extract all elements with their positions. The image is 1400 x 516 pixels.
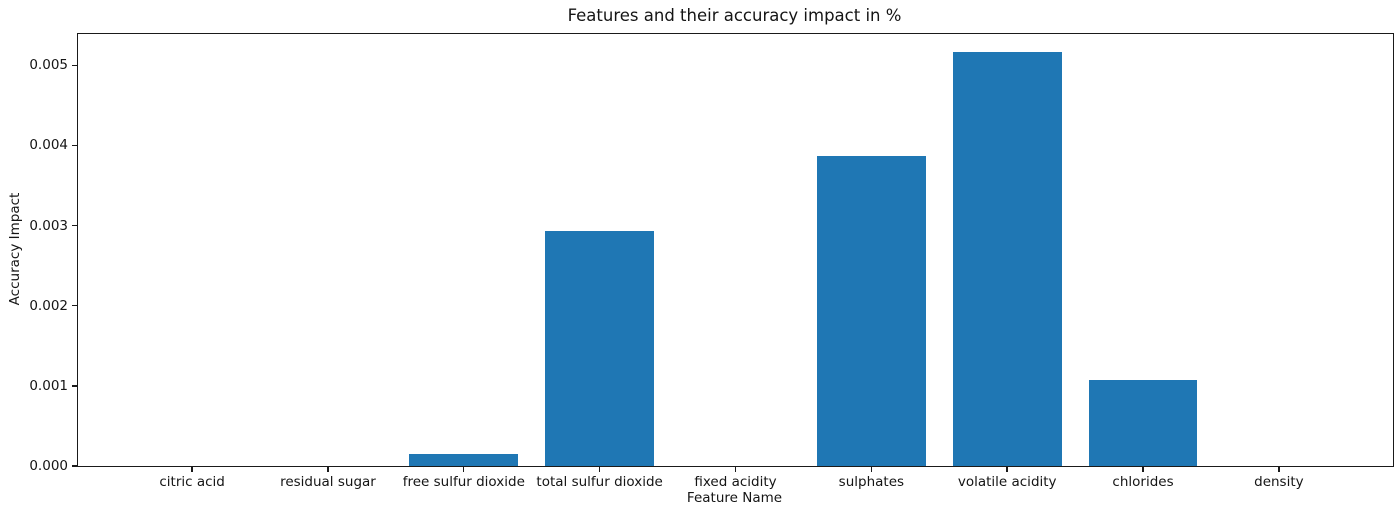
x-tick-label: total sulfur dioxide bbox=[536, 474, 663, 490]
x-tick-label: residual sugar bbox=[280, 474, 376, 490]
plot-area: 0.000 0.001 0.002 0.003 0.004 0.005 citric aci… bbox=[29, 33, 1394, 490]
x-tick-label: sulphates bbox=[838, 474, 905, 490]
y-tick-label: 0.001 bbox=[29, 377, 68, 394]
x-tick-label: free sulfur dioxide bbox=[402, 474, 525, 490]
x-tick-label: fixed acidity bbox=[694, 474, 777, 490]
y-tick-mark bbox=[72, 144, 77, 147]
y-tick-label: 0.005 bbox=[29, 57, 68, 74]
x-tick-mark bbox=[1006, 467, 1008, 472]
bar bbox=[817, 155, 926, 466]
x-tick-mark bbox=[870, 467, 873, 472]
y-tick-label: 0.003 bbox=[29, 217, 68, 234]
x-tick-mark bbox=[327, 467, 329, 472]
x-tick-label: density bbox=[1254, 474, 1304, 490]
chart-title: Features and their accuracy impact in % bbox=[567, 6, 902, 25]
bar bbox=[1088, 380, 1198, 466]
bar bbox=[409, 453, 519, 466]
y-tick-mark bbox=[72, 385, 77, 387]
x-tick-label: citric acid bbox=[159, 474, 225, 490]
x-tick-mark bbox=[598, 467, 601, 472]
x-tick-mark bbox=[1142, 467, 1144, 472]
bar bbox=[545, 231, 654, 466]
y-tick-label: 0.004 bbox=[29, 137, 68, 154]
y-tick-label: 0.000 bbox=[29, 458, 68, 474]
x-tick-mark bbox=[191, 467, 193, 472]
y-axis-label: Accuracy Impact bbox=[7, 192, 23, 306]
x-tick-label: volatile acidity bbox=[957, 474, 1057, 490]
x-tick-mark bbox=[463, 467, 465, 472]
y-tick-mark bbox=[72, 224, 77, 227]
y-tick-mark bbox=[72, 305, 77, 307]
x-axis-label: Feature Name bbox=[686, 490, 783, 506]
bar bbox=[952, 51, 1062, 466]
y-tick-label: 0.002 bbox=[29, 297, 68, 314]
y-tick-mark bbox=[72, 64, 77, 66]
x-tick-mark bbox=[734, 467, 737, 472]
y-tick-mark bbox=[72, 465, 77, 467]
x-tick-mark bbox=[1278, 467, 1280, 472]
x-tick-label: chlorides bbox=[1112, 474, 1174, 490]
